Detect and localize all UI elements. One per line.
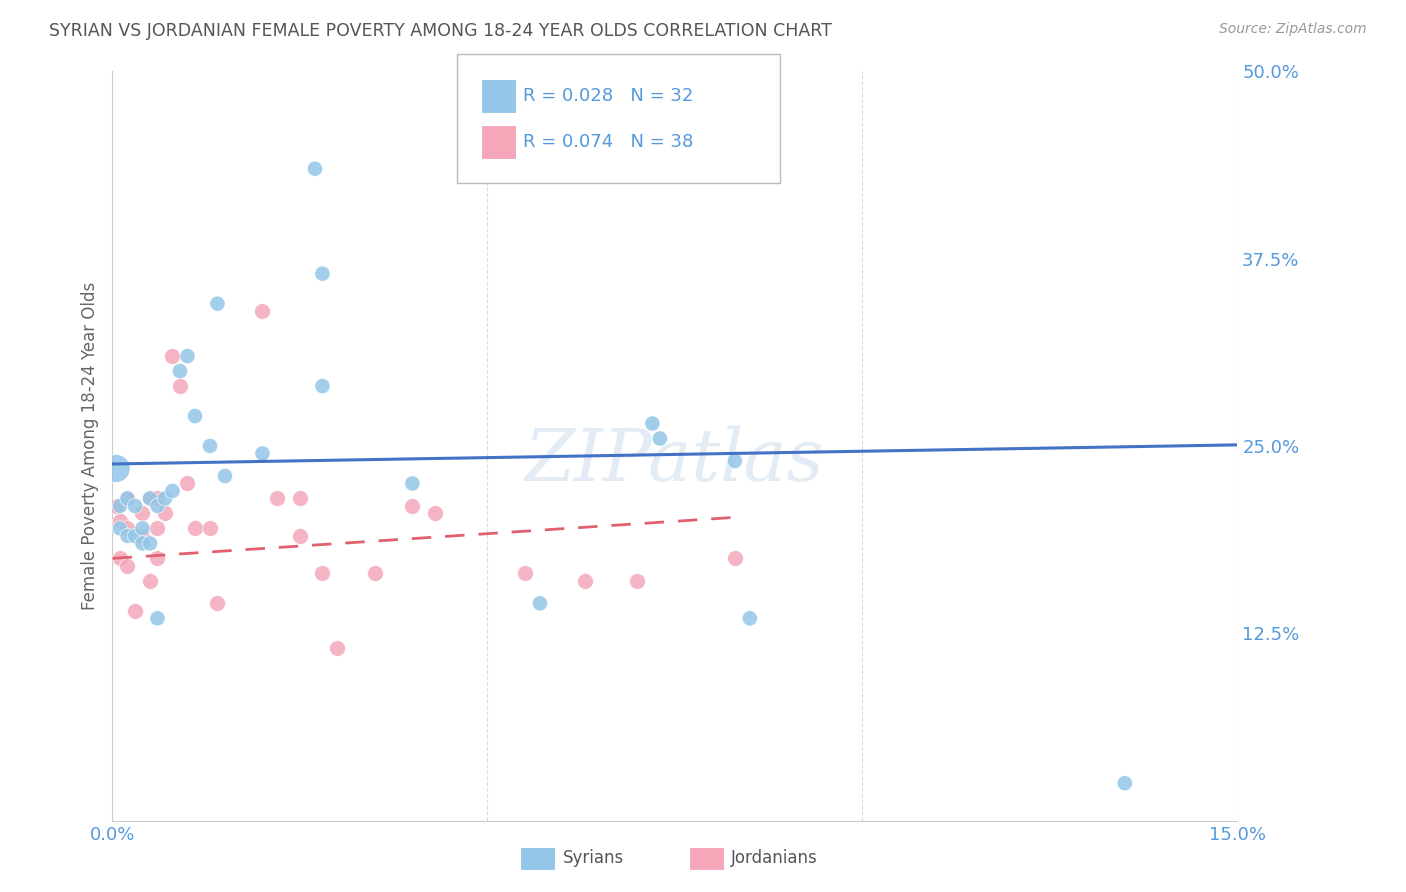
Point: [153, 491, 176, 506]
Text: ZIPatlas: ZIPatlas: [524, 425, 825, 496]
Text: Syrians: Syrians: [562, 849, 624, 867]
Point: [401, 499, 423, 513]
Point: [311, 267, 333, 281]
Point: [198, 439, 221, 453]
Point: [146, 551, 169, 566]
Point: [311, 566, 333, 581]
Text: R = 0.028   N = 32: R = 0.028 N = 32: [523, 87, 693, 105]
Point: [364, 566, 387, 581]
Point: [162, 483, 184, 498]
Point: [131, 536, 153, 550]
Point: [176, 476, 198, 491]
Point: [326, 641, 349, 656]
Point: [139, 491, 162, 506]
Point: [139, 536, 162, 550]
Point: [641, 417, 664, 431]
Text: Source: ZipAtlas.com: Source: ZipAtlas.com: [1219, 22, 1367, 37]
Point: [124, 604, 146, 618]
Point: [169, 364, 191, 378]
Point: [117, 491, 139, 506]
Point: [423, 507, 446, 521]
Point: [105, 461, 128, 475]
Point: [252, 446, 274, 460]
Point: [724, 454, 747, 468]
Point: [184, 409, 207, 423]
Point: [139, 491, 162, 506]
Point: [124, 529, 146, 543]
Point: [288, 529, 311, 543]
Point: [117, 521, 139, 535]
Point: [124, 499, 146, 513]
Point: [311, 379, 333, 393]
Point: [266, 491, 288, 506]
Point: [131, 521, 153, 535]
Point: [626, 574, 648, 588]
Point: [288, 491, 311, 506]
Point: [724, 551, 747, 566]
Point: [153, 507, 176, 521]
Point: [117, 558, 139, 573]
Point: [176, 349, 198, 363]
Point: [162, 349, 184, 363]
Text: SYRIAN VS JORDANIAN FEMALE POVERTY AMONG 18-24 YEAR OLDS CORRELATION CHART: SYRIAN VS JORDANIAN FEMALE POVERTY AMONG…: [49, 22, 832, 40]
Point: [169, 379, 191, 393]
Y-axis label: Female Poverty Among 18-24 Year Olds: Female Poverty Among 18-24 Year Olds: [80, 282, 98, 610]
Point: [131, 507, 153, 521]
Text: R = 0.074   N = 38: R = 0.074 N = 38: [523, 133, 693, 151]
Point: [108, 521, 131, 535]
Text: Jordanians: Jordanians: [731, 849, 818, 867]
Point: [117, 529, 139, 543]
Point: [1114, 776, 1136, 790]
Point: [648, 432, 671, 446]
Point: [252, 304, 274, 318]
Point: [108, 514, 131, 528]
Point: [304, 161, 326, 176]
Point: [207, 296, 229, 310]
Point: [146, 611, 169, 625]
Point: [146, 521, 169, 535]
Point: [574, 574, 596, 588]
Point: [184, 521, 207, 535]
Point: [105, 499, 128, 513]
Point: [207, 596, 229, 610]
Point: [131, 529, 153, 543]
Point: [401, 476, 423, 491]
Point: [108, 551, 131, 566]
Point: [738, 611, 761, 625]
Point: [198, 521, 221, 535]
Point: [108, 499, 131, 513]
Point: [214, 469, 236, 483]
Point: [146, 499, 169, 513]
Point: [513, 566, 536, 581]
Point: [117, 491, 139, 506]
Point: [139, 574, 162, 588]
Point: [529, 596, 551, 610]
Point: [146, 491, 169, 506]
